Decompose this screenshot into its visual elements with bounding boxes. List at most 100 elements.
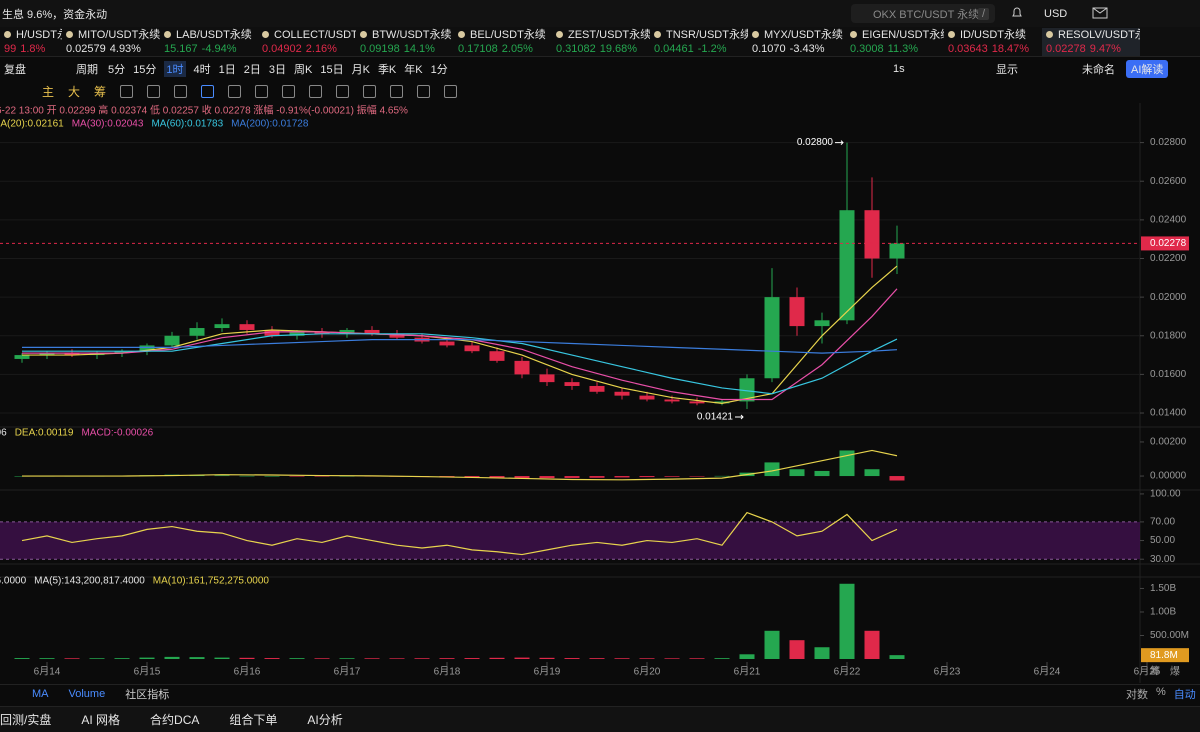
layout-name[interactable]: 未命名 bbox=[1082, 63, 1115, 76]
replay[interactable]: 复盘 bbox=[4, 63, 26, 76]
search-box[interactable]: OKX BTC/USDT 永续 / bbox=[851, 4, 995, 23]
ticker[interactable]: LAB/USDT永续 15.167 -4.94% bbox=[160, 28, 258, 56]
ticker[interactable]: MITO/USDT永续 0.02579 4.93% bbox=[62, 28, 160, 56]
macd-bar bbox=[214, 475, 230, 477]
pane-header: 106 bbox=[0, 428, 7, 439]
axis-option[interactable]: 对数 bbox=[1126, 689, 1148, 701]
ticker-name-row: ZEST/USDT永续 bbox=[556, 28, 650, 42]
volume-bar bbox=[714, 658, 730, 659]
tool-icon[interactable] bbox=[417, 85, 431, 98]
interval[interactable]: 年K bbox=[404, 63, 423, 76]
bottom-tabs: 回测/实盘 AI 网格 合约DCA 组合下单 AI分析 bbox=[0, 706, 1200, 732]
tab[interactable]: 组合下单 bbox=[229, 713, 278, 727]
macd-bar bbox=[864, 469, 880, 477]
candle-body bbox=[464, 345, 480, 352]
interval[interactable]: 1日 bbox=[218, 63, 236, 76]
indicator-toggle[interactable]: 筹 bbox=[94, 85, 107, 99]
volume-bar bbox=[764, 630, 780, 659]
interval[interactable]: 15分 bbox=[133, 63, 157, 76]
tool-icon[interactable] bbox=[228, 85, 242, 98]
tool-icon[interactable] bbox=[201, 85, 215, 98]
volume-bar bbox=[14, 658, 30, 659]
display[interactable]: 显示 bbox=[996, 63, 1018, 76]
x-tick-label: 6月18 bbox=[434, 666, 461, 678]
x-tick-label: 6月16 bbox=[234, 666, 261, 678]
tool-icon[interactable] bbox=[174, 85, 188, 98]
interval[interactable]: 月K bbox=[351, 63, 370, 76]
ticker[interactable]: H/USDT永续991.8% bbox=[0, 28, 62, 56]
tab[interactable]: AI分析 bbox=[307, 713, 343, 727]
x-tick-label: 6月17 bbox=[334, 666, 361, 678]
speed[interactable]: 1s bbox=[893, 62, 905, 75]
indicator-tab[interactable]: 社区指标 bbox=[125, 689, 170, 701]
indicator-tab[interactable]: MA bbox=[32, 688, 49, 700]
ticker[interactable]: BTW/USDT永续 0.09198 14.1% bbox=[356, 28, 454, 56]
candle-body bbox=[439, 341, 455, 346]
ticker-price: 0.02278 bbox=[1046, 42, 1086, 55]
currency[interactable]: USD bbox=[1044, 7, 1068, 20]
ticker[interactable]: ZEST/USDT永续 0.31082 19.68% bbox=[552, 28, 650, 56]
volume-bar bbox=[364, 658, 380, 659]
ticker-change: 2.05% bbox=[501, 42, 533, 55]
ticker[interactable]: COLLECT/USDT 0.04902 2.16% bbox=[258, 28, 356, 56]
interval[interactable]: 15日 bbox=[320, 63, 344, 76]
tab[interactable]: 回测/实盘 bbox=[0, 713, 52, 727]
volume-bar bbox=[839, 583, 855, 659]
ai-button[interactable]: AI解读 bbox=[1126, 59, 1169, 78]
macd-bar bbox=[614, 476, 630, 478]
ticker[interactable]: EIGEN/USDT永续 0.3008 11.3% bbox=[846, 28, 944, 56]
candle-body bbox=[589, 385, 605, 392]
candle-body bbox=[64, 353, 80, 356]
y-tick-label: 0.02800 bbox=[1150, 137, 1187, 148]
period[interactable]: 周期 bbox=[76, 63, 98, 76]
ticker[interactable]: BEL/USDT永续 0.17108 2.05% bbox=[454, 28, 552, 56]
ma-legend: MA(20):0.02161 bbox=[0, 119, 64, 130]
tool-icon[interactable] bbox=[363, 85, 377, 98]
interval[interactable]: 周K bbox=[294, 63, 313, 76]
tool-icon[interactable] bbox=[309, 85, 323, 98]
tool-icon[interactable] bbox=[336, 85, 350, 98]
tab[interactable]: 合约DCA bbox=[150, 713, 200, 727]
volume-tag bbox=[1141, 648, 1189, 663]
x-tick-label: 6月25 bbox=[1134, 666, 1161, 678]
tab[interactable]: AI 网格 bbox=[81, 713, 121, 727]
ticker-change: -1.2% bbox=[697, 42, 727, 55]
ticker-quote: 0.3008 11.3% bbox=[850, 42, 944, 56]
interval[interactable]: 4时 bbox=[193, 63, 211, 76]
y-tick-label: 0.02200 bbox=[1150, 253, 1187, 264]
ticker[interactable]: ID/USDT永续 0.03643 18.47% bbox=[944, 28, 1042, 56]
x-tick-label: 6月23 bbox=[934, 666, 961, 678]
indicator-toggle[interactable]: 大 bbox=[68, 85, 81, 99]
interval[interactable]: 5分 bbox=[108, 63, 126, 76]
interval[interactable]: 季K bbox=[377, 63, 397, 76]
interval[interactable]: 1分 bbox=[430, 63, 448, 76]
interval[interactable]: 2日 bbox=[243, 63, 261, 76]
tool-icon[interactable] bbox=[282, 85, 296, 98]
volume-bar bbox=[389, 658, 405, 659]
axis-option[interactable]: 自动 bbox=[1173, 689, 1196, 701]
tool-icon[interactable] bbox=[444, 85, 458, 98]
axis-option[interactable]: % bbox=[1156, 686, 1166, 698]
indicator-toggle[interactable]: 主 bbox=[42, 85, 55, 99]
tool-icon[interactable] bbox=[255, 85, 269, 98]
ticker[interactable]: TNSR/USDT永续 0.04461 -1.2% bbox=[650, 28, 748, 56]
mail-icon[interactable] bbox=[1092, 6, 1108, 20]
candle-body bbox=[564, 382, 580, 386]
interval[interactable]: 1时 bbox=[164, 60, 186, 77]
tool-icon[interactable] bbox=[390, 85, 404, 98]
ticker[interactable]: MYX/USDT永续 0.1070 -3.43% bbox=[748, 28, 846, 56]
macd-bar bbox=[589, 476, 605, 478]
interval[interactable]: 3日 bbox=[268, 63, 286, 76]
indicator-tab[interactable]: Volume bbox=[68, 688, 106, 700]
bell-icon[interactable] bbox=[1010, 6, 1024, 20]
tools-row: 主大筹 bbox=[0, 80, 1200, 103]
tool-icon[interactable] bbox=[147, 85, 161, 98]
tool-icon[interactable] bbox=[120, 85, 134, 98]
pane-header: MA(10):161,752,275.0000 bbox=[153, 576, 270, 587]
macd-bar bbox=[664, 476, 680, 477]
candle-body bbox=[14, 355, 30, 359]
rsi-line bbox=[21, 511, 898, 556]
axis-tag: 爆 bbox=[1170, 666, 1180, 678]
volume-bar bbox=[564, 658, 580, 659]
